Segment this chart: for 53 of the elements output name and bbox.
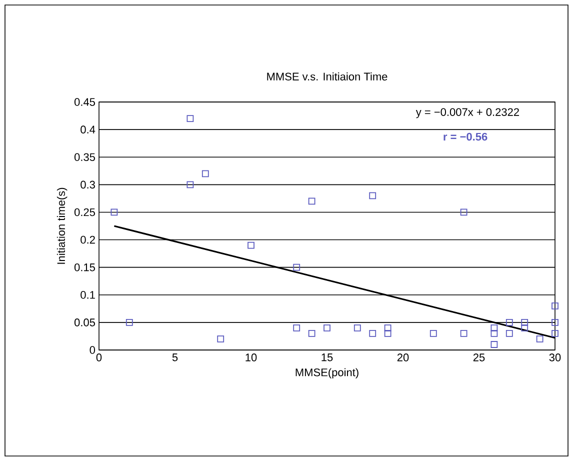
- point: [552, 302, 558, 310]
- point: [521, 324, 528, 332]
- point: [369, 330, 376, 337]
- y-tick-label: 0.2: [80, 236, 95, 244]
- point: [430, 330, 437, 337]
- y-tick-label: 0.05: [74, 318, 95, 326]
- y-tick-label: 0.3: [80, 180, 95, 189]
- point: [293, 264, 300, 271]
- point: [536, 336, 544, 342]
- point: [126, 318, 133, 326]
- point: [354, 324, 361, 332]
- point: [490, 341, 498, 348]
- y-tick-label: 0.15: [74, 263, 95, 272]
- point: [308, 198, 316, 205]
- point: [384, 324, 392, 332]
- x-tick-label: 5: [172, 354, 178, 362]
- point: [324, 324, 330, 332]
- y-tick-label: 0.45: [74, 98, 95, 106]
- point: [217, 336, 224, 342]
- point: [384, 330, 392, 337]
- x-axis-title: MMSE(point): [296, 368, 358, 378]
- point: [369, 192, 376, 200]
- x-tick-label: 0: [96, 354, 102, 362]
- chart-title: MMSE v.s. Initiaion Time: [267, 72, 388, 80]
- point: [293, 324, 300, 332]
- point: [460, 208, 468, 216]
- point: [308, 330, 316, 337]
- point: [460, 330, 468, 337]
- point: [110, 208, 118, 216]
- point: [490, 330, 498, 337]
- point: [186, 181, 194, 188]
- x-tick-label: 10: [246, 354, 257, 362]
- point: [521, 318, 528, 326]
- point: [552, 318, 558, 326]
- point: [506, 318, 513, 326]
- y-tick-label: 0.35: [74, 153, 95, 162]
- y-tick-label: 0.25: [74, 208, 95, 216]
- point: [202, 170, 209, 178]
- y-tick-label: 0: [90, 346, 96, 354]
- y-tick-label: 0.1: [80, 291, 95, 299]
- x-tick-label: 25: [473, 354, 485, 362]
- y-axis-title: Initiation time(s): [56, 188, 68, 264]
- point: [506, 330, 513, 337]
- annotation: y = −0.007x + 0.2322: [416, 108, 519, 118]
- x-tick-label: 30: [549, 354, 561, 362]
- y-tick-label: 0.4: [80, 126, 96, 134]
- x-tick-label: 20: [397, 354, 409, 362]
- point: [248, 242, 254, 249]
- point: [490, 324, 498, 332]
- x-tick-label: 15: [322, 354, 333, 362]
- point: [186, 115, 194, 122]
- annotation: r = −0.56: [444, 132, 488, 141]
- point: [552, 330, 558, 337]
